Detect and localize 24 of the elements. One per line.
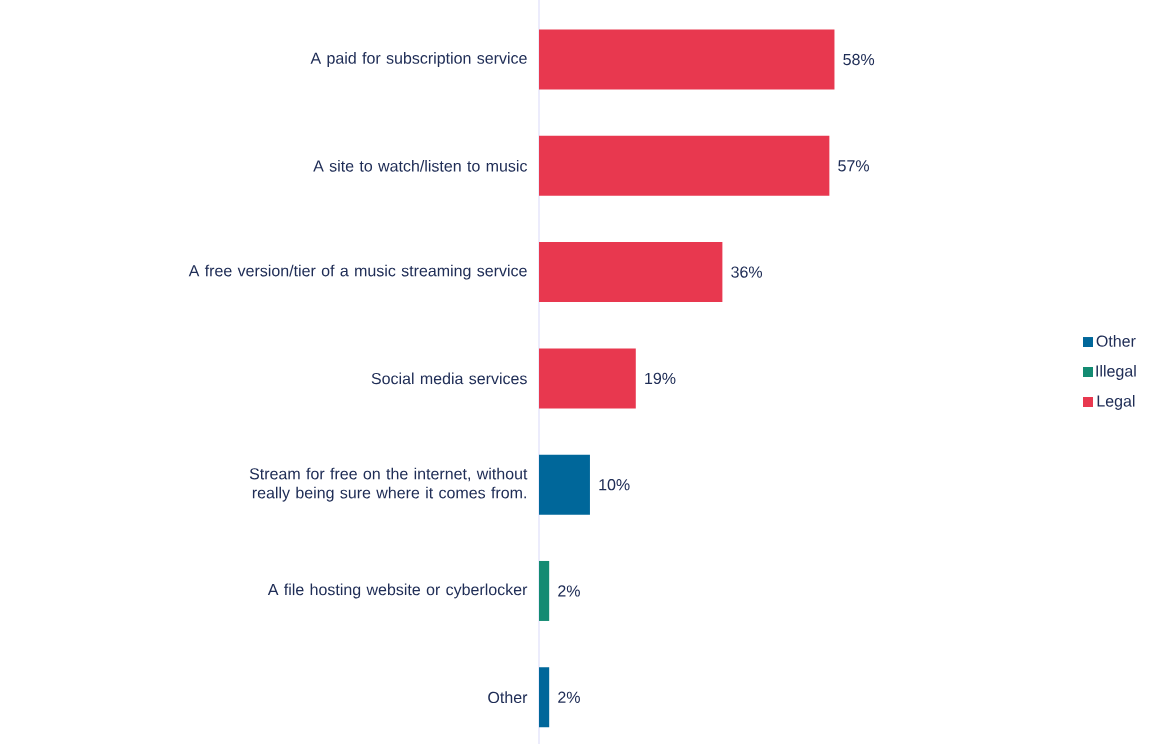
y-tick-label: A file hosting website or cyberlocker	[267, 583, 528, 599]
data-label: 58%	[843, 53, 875, 66]
legend-label: Other	[1096, 335, 1136, 347]
bar	[539, 560, 550, 621]
data-label: 36%	[731, 266, 763, 278]
y-tick-label: Social media services	[371, 372, 527, 385]
data-label: 19%	[645, 372, 676, 385]
bar	[539, 348, 636, 409]
bar	[539, 135, 830, 196]
legend-label: Legal	[1097, 394, 1135, 410]
y-tick-label: A site to watch/listen to music	[313, 159, 528, 172]
data-label: 2%	[558, 585, 580, 597]
bar	[539, 454, 590, 515]
data-label: 57%	[838, 160, 870, 172]
bar	[539, 667, 550, 728]
data-label: 10%	[599, 479, 630, 491]
y-tick-label: Stream for free on the internet, without really being sure where it comes from.	[249, 467, 528, 502]
legend-label: Illegal	[1096, 365, 1136, 380]
bar	[539, 29, 835, 90]
y-tick-label: Other	[488, 691, 528, 704]
bar	[539, 242, 723, 303]
y-tick-label: A free version/tier of a music streaming service	[188, 264, 527, 280]
data-label: 2%	[558, 691, 580, 703]
y-tick-label: A paid for subscription service	[310, 52, 527, 67]
